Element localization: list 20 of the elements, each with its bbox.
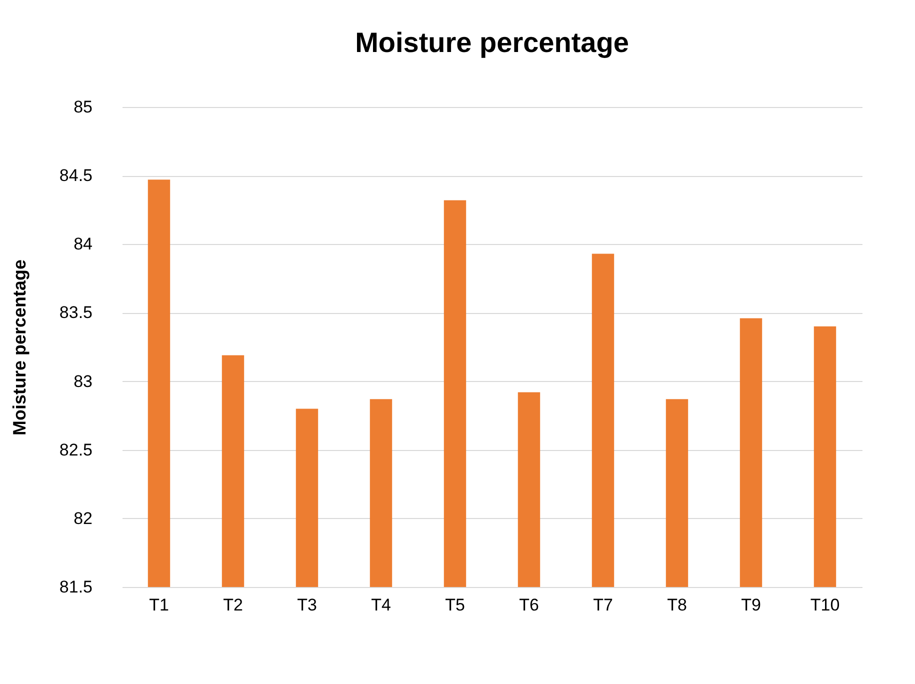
y-tick-label: 83 xyxy=(74,372,92,391)
y-tick-label: 82 xyxy=(74,508,92,528)
x-tick-label: T8 xyxy=(667,596,687,614)
x-tick-label: T6 xyxy=(519,596,539,614)
x-tick-label: T5 xyxy=(445,596,465,614)
x-tick-label: T1 xyxy=(149,596,169,614)
x-tick-label: T3 xyxy=(297,596,317,614)
y-tick-label: 83.5 xyxy=(59,303,92,322)
x-tick-label: T2 xyxy=(223,596,243,614)
x-tick-label: T7 xyxy=(593,596,613,614)
y-tick-label: 85 xyxy=(74,98,92,116)
y-tick-label: 82.5 xyxy=(59,440,92,460)
x-tick-label: T4 xyxy=(371,596,391,614)
x-tick-label: T9 xyxy=(741,596,761,614)
y-tick-label: 81.5 xyxy=(59,578,92,596)
chart-title: Moisture percentage xyxy=(355,27,629,58)
y-axis-title: Moisture percentage xyxy=(9,259,30,436)
y-tick-label: 84 xyxy=(74,234,92,254)
x-tick-label: T10 xyxy=(810,596,840,614)
y-tick-label: 84.5 xyxy=(59,166,92,186)
